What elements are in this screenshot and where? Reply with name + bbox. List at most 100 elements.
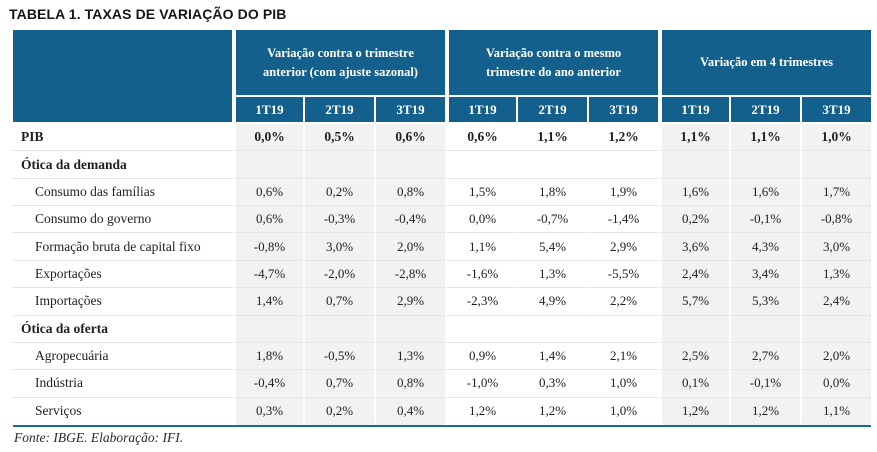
value-cell: -1,4% [587, 206, 658, 234]
table-body: PIB 0,0% 0,5% 0,6% 0,6% 1,1% 1,2% 1,1% 1,1% 1,0% Ó… [13, 122, 871, 427]
value-cell: 2,4% [658, 260, 729, 289]
row-label: Indústria [13, 370, 232, 398]
quarter-header: 2T19 [303, 95, 374, 122]
value-cell: 1,0% [587, 370, 658, 398]
table-row: PIB 0,0% 0,5% 0,6% 0,6% 1,1% 1,2% 1,1% 1,1% 1,0% [13, 124, 871, 152]
value-cell: 1,4% [232, 288, 303, 316]
value-cell: 1,0% [587, 397, 658, 425]
value-cell: 0,5% [303, 124, 374, 152]
value-cell [800, 315, 871, 343]
value-cell: 3,0% [800, 233, 871, 261]
row-label: PIB [13, 124, 232, 152]
value-cell: 5,3% [729, 288, 800, 316]
value-cell [516, 151, 587, 179]
value-cell: 1,5% [445, 178, 516, 207]
table-header: Variação contra o trimestre anterior (co… [13, 30, 871, 122]
pib-variation-table: Variação contra o trimestre anterior (co… [13, 30, 871, 427]
value-cell: 5,7% [658, 288, 729, 316]
row-label: Ótica da demanda [13, 151, 232, 179]
quarter-header: 3T19 [800, 95, 871, 122]
value-cell: 0,0% [800, 370, 871, 398]
table-row: Importações 1,4% 0,7% 2,9% -2,3% 4,9% 2,2% 5,7%… [13, 288, 871, 316]
value-cell: 0,2% [303, 178, 374, 207]
row-label: Agropecuária [13, 343, 232, 371]
value-cell: 1,8% [232, 342, 303, 371]
value-cell: 4,3% [729, 233, 800, 261]
value-cell: 1,2% [729, 397, 800, 425]
value-cell: -1,0% [445, 370, 516, 398]
value-cell: 3,6% [658, 233, 729, 261]
value-cell: -0,1% [729, 370, 800, 398]
value-cell: 1,4% [516, 342, 587, 371]
row-label: Importações [13, 288, 232, 316]
value-cell: 2,0% [374, 233, 445, 261]
value-cell: -0,5% [303, 342, 374, 371]
source-note: Fonte: IBGE. Elaboração: IFI. [14, 430, 184, 445]
value-cell: 1,2% [445, 397, 516, 425]
quarter-header: 1T19 [232, 95, 303, 122]
value-cell: 0,2% [303, 397, 374, 425]
value-cell: -2,8% [374, 260, 445, 289]
value-cell: 2,4% [800, 288, 871, 316]
value-cell [729, 315, 800, 343]
value-cell [445, 151, 516, 179]
value-cell: 1,8% [516, 178, 587, 207]
value-cell [729, 151, 800, 179]
value-cell: -2,3% [445, 288, 516, 316]
value-cell: 1,9% [587, 178, 658, 207]
value-cell [587, 151, 658, 179]
value-cell: 1,1% [516, 124, 587, 152]
value-cell: -0,4% [374, 206, 445, 234]
value-cell: 1,2% [658, 397, 729, 425]
table-row: Indústria -0,4% 0,7% 0,8% -1,0% 0,3% 1,0% 0,1% -… [13, 370, 871, 398]
value-cell: 1,1% [658, 124, 729, 152]
value-cell: -0,3% [303, 206, 374, 234]
value-cell: 0,6% [232, 178, 303, 207]
value-cell: 2,0% [800, 342, 871, 371]
value-cell: -5,5% [587, 260, 658, 289]
header-corner-cell [13, 30, 232, 122]
table-row: Consumo do governo 0,6% -0,3% -0,4% 0,0% -0,7… [13, 206, 871, 234]
value-cell: 1,1% [445, 233, 516, 261]
value-cell: 2,9% [374, 288, 445, 316]
value-cell: 1,3% [800, 260, 871, 289]
value-cell: -1,6% [445, 260, 516, 289]
value-cell: 1,1% [729, 124, 800, 152]
value-cell: 1,3% [516, 260, 587, 289]
value-cell: 0,6% [232, 206, 303, 234]
value-cell [374, 315, 445, 343]
row-label: Exportações [13, 261, 232, 289]
value-cell: 1,7% [800, 178, 871, 207]
value-cell: 1,1% [800, 397, 871, 425]
value-cell [800, 151, 871, 179]
row-label: Formação bruta de capital fixo [13, 233, 232, 261]
value-cell: 0,3% [232, 397, 303, 425]
value-cell: 3,4% [729, 260, 800, 289]
value-cell: 0,6% [374, 124, 445, 152]
value-cell: 2,2% [587, 288, 658, 316]
value-cell: 0,2% [658, 206, 729, 234]
value-cell: 3,0% [303, 233, 374, 261]
value-cell: 0,9% [445, 342, 516, 371]
quarter-header: 1T19 [658, 95, 729, 122]
row-label: Serviços [35, 403, 82, 419]
table-row: Ótica da oferta [13, 315, 871, 343]
value-cell: 2,9% [587, 233, 658, 261]
table-row: Agropecuária 1,8% -0,5% 1,3% 0,9% 1,4% 2,1% 2,5… [13, 342, 871, 371]
column-group-header: Variação contra o trimestre anterior (co… [232, 30, 445, 95]
value-cell [303, 151, 374, 179]
value-cell: 0,8% [374, 178, 445, 207]
value-cell: 4,9% [516, 288, 587, 316]
value-cell: 0,1% [658, 370, 729, 398]
value-cell [445, 315, 516, 343]
value-cell: 2,1% [587, 342, 658, 371]
value-cell [374, 151, 445, 179]
value-cell [232, 315, 303, 343]
value-cell: 1,6% [729, 178, 800, 207]
value-cell: 0,0% [445, 206, 516, 234]
value-cell: -4,7% [232, 260, 303, 289]
value-cell: 5,4% [516, 233, 587, 261]
value-cell: 0,8% [374, 370, 445, 398]
table-row: Formação bruta de capital fixo -0,8% 3,0% 2… [13, 233, 871, 261]
table-row: Serviços 0,3% 0,2% 0,4% 1,2% 1,2% 1,0% 1,2% 1,2%… [13, 397, 871, 425]
